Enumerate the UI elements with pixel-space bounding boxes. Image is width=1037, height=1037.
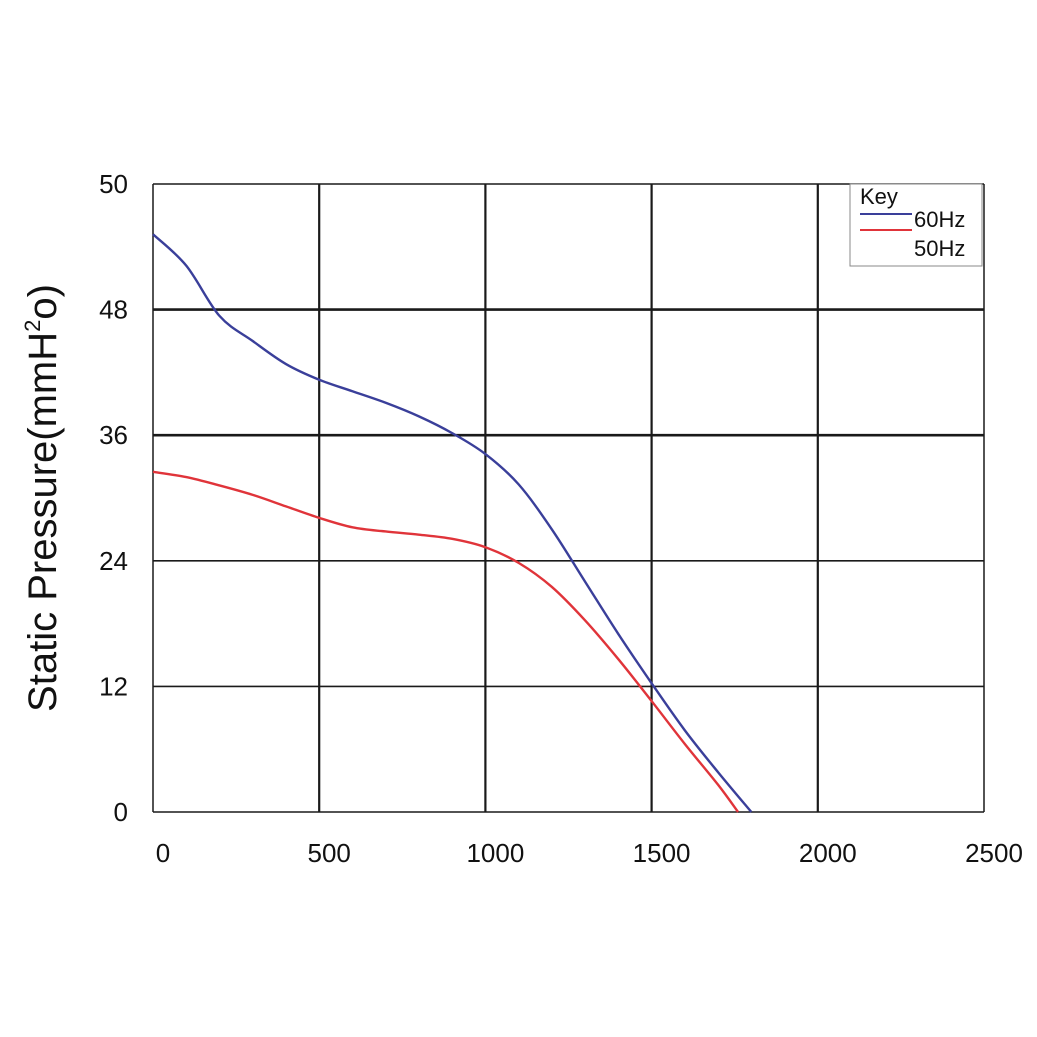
grid-lines (152, 183, 985, 813)
legend-entry-60hz: 60Hz (914, 207, 965, 232)
x-tick-label: 1500 (633, 838, 691, 868)
y-axis-label-superscript: 2 (20, 320, 45, 332)
legend-title: Key (860, 184, 898, 209)
x-tick-labels: 0 500 1000 1500 2000 2500 (156, 838, 1023, 868)
legend: Key 60Hz 50Hz (849, 183, 983, 267)
legend-entry-50hz: 50Hz (914, 236, 965, 261)
x-tick-label: 500 (308, 838, 351, 868)
y-tick-label: 0 (114, 797, 128, 827)
y-tick-labels: 0 12 24 36 48 50 (99, 169, 128, 827)
y-tick-label: 36 (99, 420, 128, 450)
legend-box (849, 183, 983, 267)
y-tick-label: 48 (99, 295, 128, 325)
y-axis-label: Static Pressure(mmH2o) (20, 284, 65, 712)
y-tick-label: 50 (99, 169, 128, 199)
series-line-50hz (152, 470, 739, 813)
x-tick-label: 0 (156, 838, 170, 868)
x-tick-label: 2000 (799, 838, 857, 868)
series-line-60hz (152, 233, 753, 813)
x-tick-label: 2500 (965, 838, 1023, 868)
y-tick-label: 24 (99, 546, 128, 576)
x-tick-label: 1000 (466, 838, 524, 868)
y-tick-label: 12 (99, 671, 128, 701)
series-lines (152, 233, 753, 813)
